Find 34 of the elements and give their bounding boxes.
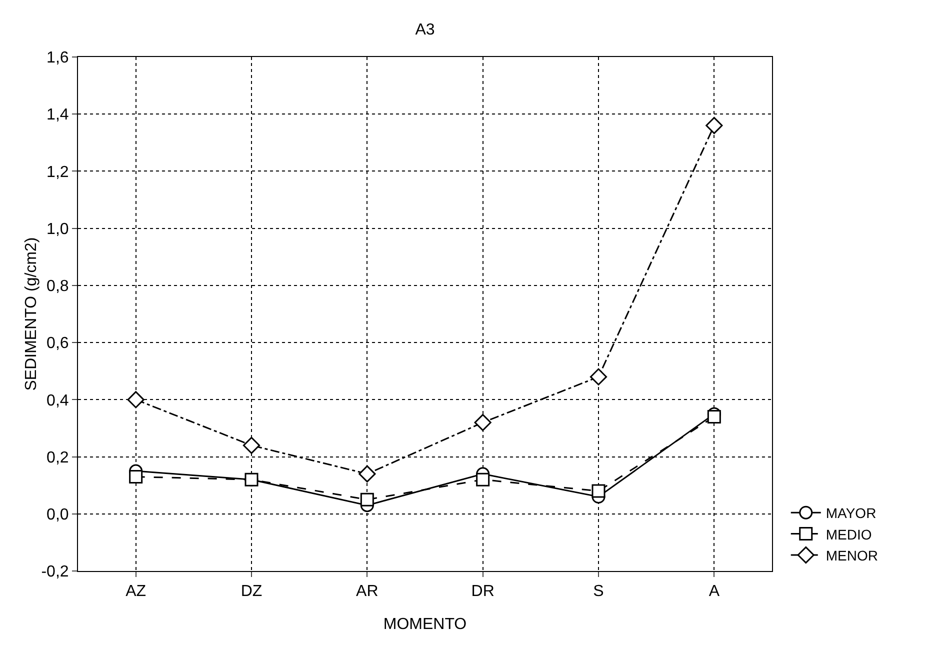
point [129,470,143,484]
point [474,414,492,432]
legend-label: MENOR [826,547,878,564]
y-tick-label: -0,2 [41,564,69,581]
point [127,391,144,408]
y-axis-title: SEDIMENTO (g/cm2) [23,237,40,391]
x-tick-label: A [708,583,720,600]
point [358,465,376,482]
x-axis-title: MOMENTO [383,616,467,633]
y-tick-label: 0,2 [46,449,69,466]
x-tick-label: AR [356,583,378,600]
y-tick-label: 0,8 [46,278,69,296]
point [592,484,606,498]
legend-label: MEDIO [826,526,872,542]
y-tick-label: 1,0 [46,220,69,238]
point [476,472,490,486]
point [360,492,374,506]
x-tick-label: DR [471,583,494,600]
x-tick-label: AZ [126,583,146,600]
point [242,436,260,454]
y-tick-label: 1,6 [46,50,69,67]
y-tick-label: 0,6 [46,335,69,352]
point [244,472,258,486]
y-tick-label: 1,2 [46,164,69,181]
x-tick-label: S [593,583,604,600]
point [590,368,608,386]
point [706,116,723,134]
legend-label: MAYOR [826,505,876,522]
y-tick-label: 0,4 [46,392,69,410]
chart-title: A3 [415,22,435,39]
point [707,410,721,424]
x-tick-label: DZ [240,583,262,600]
y-tick-label: 1,4 [46,106,69,124]
y-tick-label: 0,0 [46,506,69,524]
